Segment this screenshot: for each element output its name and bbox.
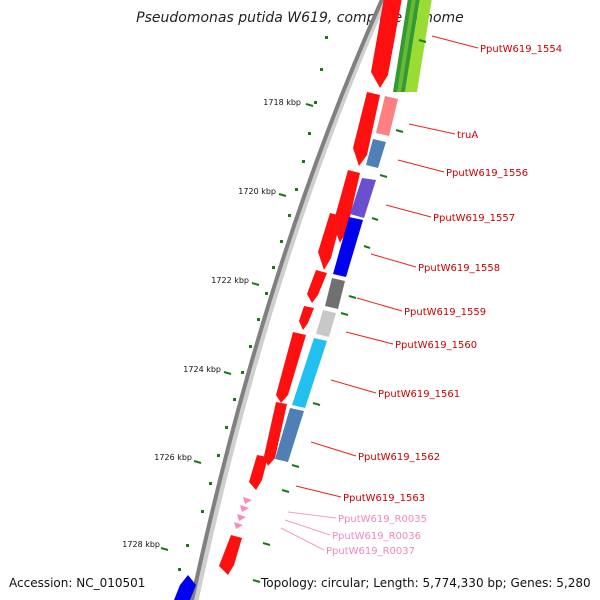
trna-mark — [237, 514, 246, 521]
gene-arrows-strand1 — [219, 0, 402, 575]
scale-tick — [223, 371, 232, 375]
gene-label-trna: PputW619_R0037 — [326, 546, 415, 557]
cog-block — [325, 278, 345, 309]
scale-tick — [278, 193, 287, 197]
cog-track — [275, 96, 398, 462]
tick-label-1720: 1720 kbp — [238, 187, 276, 196]
cog-block — [316, 310, 336, 337]
scale-tick — [193, 460, 202, 464]
gene-label: PputW619_1562 — [358, 452, 440, 463]
topology-text: Topology: circular; Length: 5,774,330 bp… — [260, 576, 591, 590]
cog-block — [350, 178, 376, 218]
gene-arrow — [249, 455, 268, 490]
backbone-shadow — [191, 0, 388, 600]
gene-label-trna: PputW619_R0035 — [338, 514, 427, 525]
backbone-ring — [190, 0, 384, 600]
gene-arrow — [333, 170, 360, 243]
tick-label-1722: 1722 kbp — [211, 276, 249, 285]
gene-arrow — [318, 213, 342, 270]
gene-label: PputW619_1560 — [395, 340, 477, 351]
gene-arrow — [299, 306, 314, 330]
gene-label: PputW619_1561 — [378, 389, 460, 400]
accession-text: Accession: NC_010501 — [9, 576, 145, 590]
cog-block — [275, 408, 304, 462]
tick-label-1724: 1724 kbp — [183, 365, 221, 374]
label-leader-lines — [280, 35, 479, 551]
trna-mark — [240, 505, 249, 512]
tick-label-1726: 1726 kbp — [154, 453, 192, 462]
trna-mark — [243, 497, 252, 504]
trna-marks — [234, 497, 252, 529]
scale-tick — [251, 282, 260, 286]
tick-label-1728: 1728 kbp — [122, 540, 160, 549]
gene-label: PputW619_1556 — [446, 168, 528, 179]
gene-arrow — [264, 402, 287, 466]
gene-arrow — [219, 535, 242, 575]
gene-arrow — [276, 332, 306, 403]
gene-labels: PputW619_1554 truA PputW619_1556 PputW61… — [326, 44, 562, 557]
gene-arrow-blue — [174, 575, 196, 600]
tick-label-1718: 1718 kbp — [263, 98, 301, 107]
gene-label: PputW619_1554 — [480, 44, 562, 55]
trna-mark — [234, 522, 243, 529]
cog-block — [333, 217, 363, 277]
gc-dots-outer — [178, 36, 328, 571]
gene-arrow — [371, 0, 402, 88]
gene-label-trna: PputW619_R0036 — [332, 531, 421, 542]
cog-track-top — [393, 0, 432, 92]
scale-ticks: 1718 kbp 1720 kbp 1722 kbp 1724 kbp 1726… — [122, 98, 314, 551]
gene-label: PputW619_1559 — [404, 307, 486, 318]
cog-block — [366, 139, 386, 168]
inner-dash-ticks — [252, 39, 427, 583]
cog-block — [376, 96, 398, 136]
cog-block — [292, 338, 327, 408]
gene-label: PputW619_1558 — [418, 263, 500, 274]
gene-label: PputW619_1557 — [433, 213, 515, 224]
gene-arrow — [353, 92, 380, 166]
gene-label: truA — [457, 130, 478, 141]
gene-arrow — [307, 270, 327, 303]
gene-label: PputW619_1563 — [343, 493, 425, 504]
scale-tick — [160, 547, 169, 551]
scale-tick — [305, 103, 314, 107]
